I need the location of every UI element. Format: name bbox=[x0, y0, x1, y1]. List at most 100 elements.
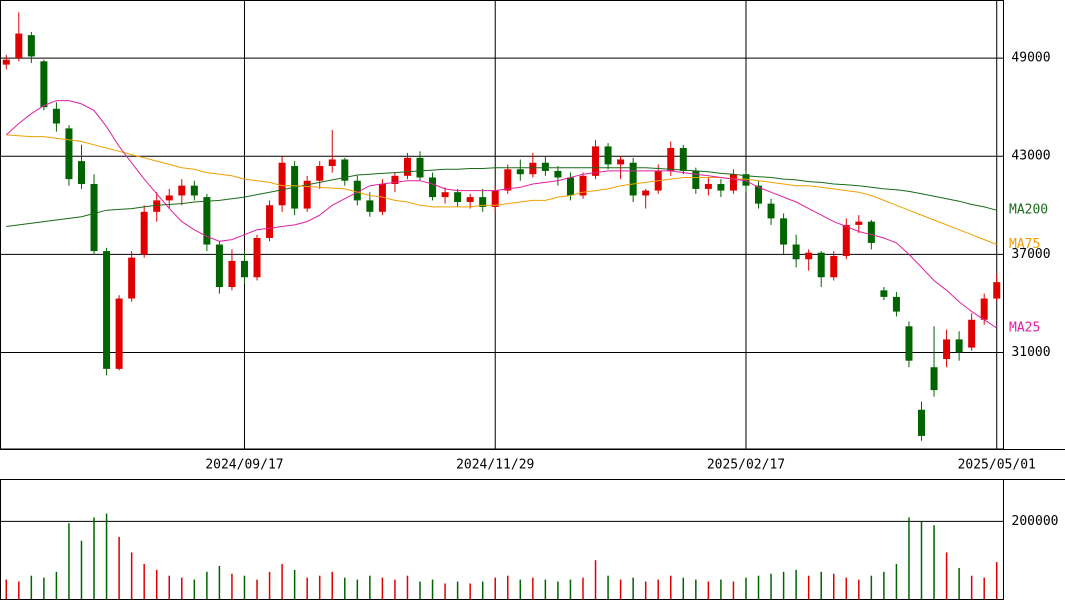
candle-body bbox=[228, 260, 236, 288]
volume-bar bbox=[494, 577, 496, 599]
candle-body bbox=[77, 161, 85, 185]
candle-body bbox=[416, 157, 424, 178]
volume-bar bbox=[632, 577, 634, 599]
volume-bar bbox=[206, 571, 208, 599]
volume-bar bbox=[695, 579, 697, 599]
candle-body bbox=[980, 298, 988, 320]
volume-bar bbox=[406, 575, 409, 599]
candle-body bbox=[52, 108, 60, 124]
candle-body bbox=[817, 252, 825, 278]
volume-bar bbox=[130, 552, 133, 599]
volume-bar bbox=[5, 579, 8, 599]
volume-bar bbox=[807, 575, 810, 599]
volume-bar bbox=[920, 521, 923, 599]
candle-body bbox=[780, 218, 788, 245]
volume-bar bbox=[582, 577, 584, 599]
candle-body bbox=[529, 162, 537, 175]
candle-body bbox=[704, 184, 712, 189]
candle-body bbox=[479, 197, 487, 207]
volume-bar bbox=[782, 571, 785, 599]
candle-body bbox=[968, 319, 976, 348]
candle-body bbox=[441, 192, 449, 198]
candle-body bbox=[755, 185, 763, 204]
volume-bar bbox=[369, 575, 371, 599]
volume-bar bbox=[143, 564, 145, 599]
candle-body bbox=[278, 162, 286, 206]
candle-body bbox=[27, 35, 35, 57]
y-tick-label: 49000 bbox=[1011, 51, 1050, 66]
volume-bar bbox=[218, 565, 221, 599]
candle-body bbox=[40, 61, 48, 108]
candle-body bbox=[303, 180, 311, 209]
volume-bar bbox=[557, 581, 559, 599]
volume-bar bbox=[55, 571, 58, 599]
x-tick-label: 2025/02/17 bbox=[707, 458, 785, 473]
moving-average-line bbox=[6, 134, 997, 245]
candle-body bbox=[604, 146, 612, 165]
x-tick-label: 2024/09/17 bbox=[205, 458, 283, 473]
volume-bar bbox=[832, 573, 835, 599]
candle-body bbox=[767, 203, 775, 219]
volume-bar bbox=[168, 575, 171, 599]
volume-bar bbox=[619, 579, 622, 599]
volume-bar bbox=[181, 577, 183, 599]
volume-bar bbox=[770, 573, 772, 599]
candle-body bbox=[642, 190, 650, 196]
volume-bar bbox=[682, 577, 685, 599]
volume-bar bbox=[456, 581, 459, 599]
candle-body bbox=[190, 185, 198, 196]
candle-body bbox=[516, 169, 524, 175]
candle-body bbox=[892, 296, 900, 312]
volume-bar bbox=[594, 560, 597, 599]
candle-body bbox=[153, 200, 161, 212]
candle-body bbox=[2, 59, 10, 65]
volume-bar bbox=[293, 569, 296, 599]
candle-body bbox=[905, 326, 913, 361]
volume-bar bbox=[933, 525, 935, 599]
candle-body bbox=[692, 170, 700, 189]
candle-body bbox=[717, 184, 725, 191]
candle-body bbox=[240, 260, 248, 278]
volume-bar bbox=[356, 579, 359, 599]
volume-bar bbox=[30, 575, 33, 599]
candle-body bbox=[378, 184, 386, 212]
candle-body bbox=[993, 282, 1001, 299]
volume-bar bbox=[118, 536, 120, 599]
candle-body bbox=[165, 195, 173, 201]
candle-body bbox=[128, 257, 136, 299]
volume-bar bbox=[958, 567, 960, 599]
candle-body bbox=[880, 290, 888, 297]
volume-bar bbox=[895, 564, 898, 599]
volume-bar bbox=[80, 540, 83, 599]
volume-bar bbox=[908, 517, 910, 599]
volume-bar bbox=[419, 581, 421, 599]
candle-body bbox=[178, 185, 186, 196]
candle-body bbox=[328, 159, 336, 167]
volume-bar bbox=[532, 577, 534, 599]
candle-body bbox=[842, 224, 850, 256]
candle-body bbox=[592, 146, 600, 176]
candle-body bbox=[215, 244, 223, 288]
volume-bar bbox=[394, 579, 396, 599]
volume-bar bbox=[707, 581, 710, 599]
x-tick-label: 2025/05/01 bbox=[958, 458, 1036, 473]
candle-body bbox=[629, 162, 637, 196]
volume-bar bbox=[544, 579, 547, 599]
candle-body bbox=[203, 197, 211, 245]
candle-body bbox=[403, 157, 411, 176]
candle-body bbox=[429, 177, 437, 198]
candle-body bbox=[566, 177, 574, 196]
candle-body bbox=[729, 174, 737, 191]
candle-body bbox=[90, 184, 98, 252]
candle-body bbox=[65, 128, 73, 180]
volume-bar bbox=[870, 575, 873, 599]
volume-bar bbox=[155, 569, 158, 599]
volume-bar bbox=[507, 575, 509, 599]
candle-body bbox=[617, 159, 625, 165]
volume-bar bbox=[93, 517, 95, 599]
volume-bar bbox=[331, 571, 333, 599]
volume-bar bbox=[519, 579, 522, 599]
volume-bar bbox=[381, 577, 384, 599]
candle-body bbox=[491, 190, 499, 207]
